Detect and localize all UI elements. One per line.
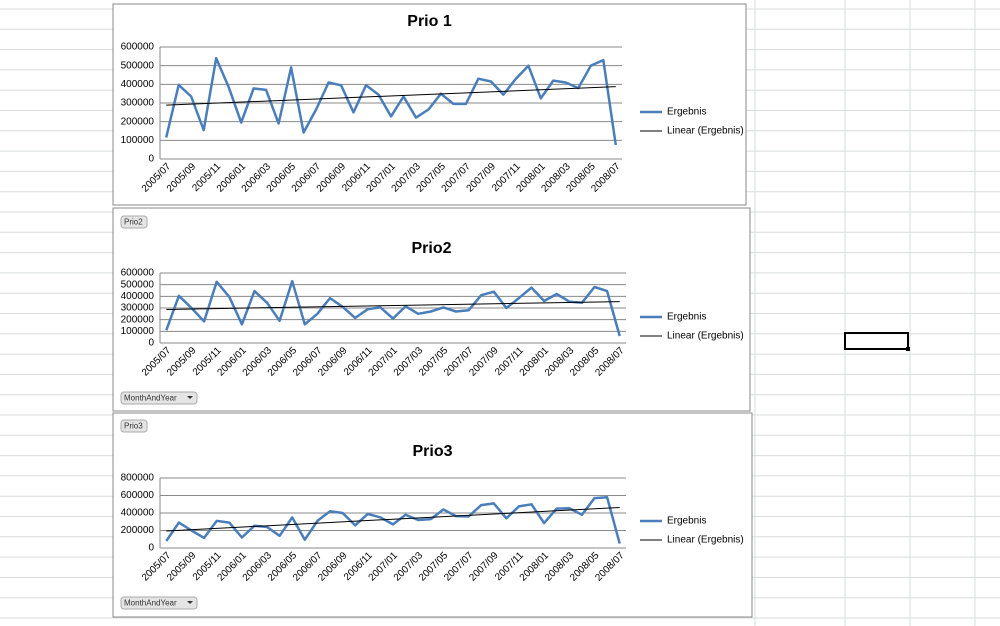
y-tick-label: 500000 <box>121 60 155 71</box>
chart: Prio2 Prio2 MonthAndYear 010000020000030000… <box>112 207 751 412</box>
y-tick-label: 300000 <box>121 303 155 314</box>
legend-label: Ergebnis <box>667 107 706 118</box>
field-button[interactable] <box>120 419 148 433</box>
field-button-label: Prio2 <box>124 218 143 227</box>
data-line <box>164 56 618 146</box>
legend-label: Linear (Ergebnis) <box>667 126 744 137</box>
y-tick-label: 400000 <box>121 291 155 302</box>
dropdown-arrow <box>187 396 193 399</box>
chart-title: Prio2 <box>411 240 451 257</box>
y-tick-label: 300000 <box>121 98 155 109</box>
field-button[interactable] <box>120 596 198 610</box>
y-tick-label: 200000 <box>121 525 155 536</box>
y-tick-label: 400000 <box>121 79 155 90</box>
field-button-label: Prio3 <box>124 422 143 431</box>
field-button-label: MonthAndYear <box>124 599 177 608</box>
y-tick-label: 0 <box>148 338 154 349</box>
y-tick-label: 0 <box>148 543 154 554</box>
chart-title: Prio 1 <box>407 13 452 30</box>
data-line <box>165 279 621 337</box>
chart-title: Prio3 <box>412 443 452 460</box>
y-tick-label: 200000 <box>121 314 155 325</box>
chart-area <box>112 412 753 618</box>
y-tick-label: 800000 <box>121 473 155 484</box>
legend-label: Ergebnis <box>667 516 706 527</box>
chart-area <box>112 3 747 206</box>
y-tick-label: 600000 <box>121 490 155 501</box>
dropdown-arrow <box>187 601 193 604</box>
trendline <box>166 86 616 106</box>
y-tick-label: 0 <box>148 154 154 165</box>
selected-cell[interactable] <box>844 332 909 350</box>
trendline <box>166 506 620 532</box>
legend-label: Linear (Ergebnis) <box>667 331 744 342</box>
y-tick-label: 600000 <box>121 268 155 279</box>
legend-label: Ergebnis <box>667 312 706 323</box>
field-button-label: MonthAndYear <box>124 394 177 403</box>
trendline <box>166 301 620 310</box>
y-tick-label: 100000 <box>121 135 155 146</box>
y-tick-label: 100000 <box>121 326 155 337</box>
field-button[interactable] <box>120 391 198 405</box>
y-tick-label: 400000 <box>121 508 155 519</box>
y-tick-label: 600000 <box>121 42 155 53</box>
field-button[interactable] <box>120 215 148 229</box>
data-line <box>165 496 621 544</box>
legend-label: Linear (Ergebnis) <box>667 535 744 546</box>
chart-area <box>112 207 751 412</box>
y-tick-label: 500000 <box>121 279 155 290</box>
chart: Prio 1 0 100000 200000 300000 400000 500000 600… <box>112 3 747 206</box>
y-tick-label: 200000 <box>121 116 155 127</box>
fill-handle[interactable] <box>906 347 910 351</box>
chart: Prio3 Prio3 MonthAndYear 0 200000 400000 60000… <box>112 412 753 618</box>
